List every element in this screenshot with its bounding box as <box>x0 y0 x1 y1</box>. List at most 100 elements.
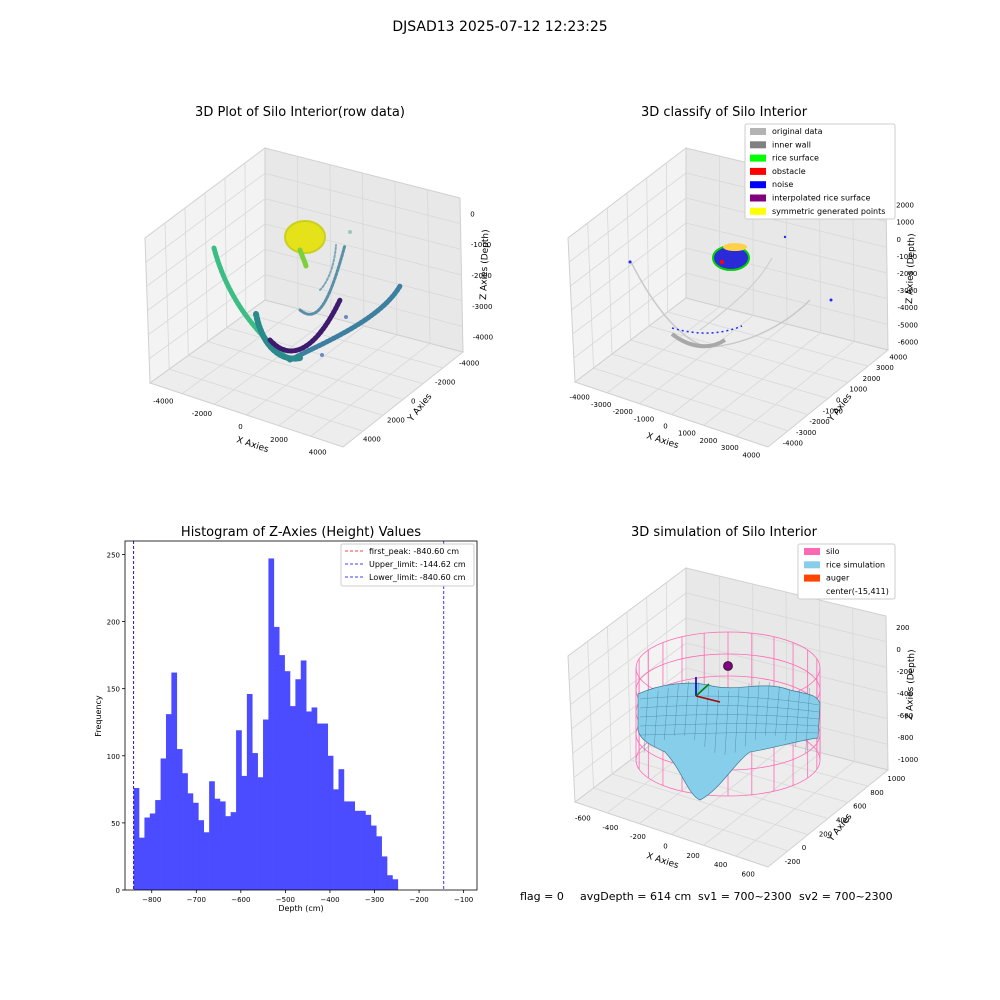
z-tick-label: 0 <box>470 210 474 218</box>
y-tick-label: 3000 <box>876 364 894 372</box>
panel-1-surface-tail <box>297 247 309 269</box>
histogram-bar <box>198 820 205 890</box>
y-tick-label: 2000 <box>863 375 881 383</box>
panel-1-zlabel: Z Axies (Depth) <box>479 229 491 300</box>
grid-line <box>665 162 668 313</box>
histogram-bar <box>139 837 145 890</box>
y-tick-label: 0 <box>411 398 415 406</box>
mesh-line <box>724 690 730 756</box>
panel-1-series-deep <box>267 297 343 354</box>
x-tick-label: −300 <box>365 896 384 904</box>
histogram-bar <box>209 781 215 890</box>
panel-1-series-arc <box>298 243 347 316</box>
y-tick-label: 600 <box>853 803 866 811</box>
grid-line <box>735 761 855 857</box>
x-tick-label: 0 <box>663 843 667 851</box>
histogram-bar <box>192 802 199 890</box>
histogram-bar <box>171 672 178 890</box>
grid-line <box>244 162 247 314</box>
legend-swatch <box>804 561 820 569</box>
z-tick-label: -3000 <box>897 287 917 295</box>
y-tick-label: 200 <box>107 619 120 627</box>
histogram-bar <box>392 879 399 890</box>
histogram-bar <box>149 813 156 890</box>
mesh-line <box>795 690 800 748</box>
y-tick-label: -1000 <box>823 407 843 415</box>
histogram-bar <box>311 707 318 890</box>
histogram-bar <box>327 755 334 890</box>
panel-2-points <box>628 235 833 349</box>
x-tick-label: −500 <box>276 896 295 904</box>
panel-simulation: 3D simulation of Silo Interior -600 -400 -… <box>567 525 918 878</box>
z-tick-label: -6000 <box>898 338 918 346</box>
histogram-bar <box>236 730 242 890</box>
histogram-bar <box>360 810 366 890</box>
legend-label: noise <box>772 180 793 189</box>
center-axis-y <box>695 683 710 697</box>
histogram-bar <box>370 825 377 890</box>
legend-swatch <box>750 141 766 149</box>
histogram-bar <box>349 801 355 890</box>
y-tick-label: 0 <box>802 844 806 852</box>
panel-1-xlabel: X Axies <box>235 435 270 455</box>
panel-4-ticks: -600-400-200020040060010008006004002000-… <box>575 624 918 878</box>
panel-2-legend-box <box>744 123 896 220</box>
mesh-line <box>639 695 820 706</box>
y-tick-label: -200 <box>785 858 801 866</box>
legend-swatch <box>750 167 766 175</box>
histogram-bar <box>203 832 210 890</box>
histogram-bar <box>241 775 248 890</box>
panel-2-legend: original data inner wall rice surface obsta… <box>744 123 896 220</box>
panel-1-ticks: -4000 -2000 0 2000 4000 -4000 -2000 0 2000 4000 0 -… <box>153 210 493 456</box>
x-tick-label: 0 <box>663 423 667 431</box>
mesh-line <box>785 690 790 741</box>
status-flag: flag = 0 <box>520 890 564 903</box>
z-tick-label: 2000 <box>896 202 914 210</box>
x-tick-label: -2000 <box>612 408 632 416</box>
y-tick-label: -4000 <box>459 360 479 368</box>
histogram-bar <box>246 694 253 890</box>
histogram-bar <box>214 798 221 890</box>
x-tick-label: -3000 <box>591 401 611 409</box>
mesh-line <box>805 687 810 753</box>
z-tick-label: -5000 <box>898 321 918 329</box>
panel-1-surface-cluster <box>284 220 326 254</box>
z-tick-label: -400 <box>897 690 913 698</box>
z-tick-label: -800 <box>898 734 914 742</box>
legend-swatch <box>750 181 766 189</box>
panel-3-xlabel: Depth (cm) <box>278 904 323 913</box>
histogram-bar <box>381 856 388 890</box>
panel-2-noise-arc <box>671 325 743 334</box>
legend-label: rice surface <box>772 154 819 163</box>
x-tick-label: 200 <box>686 852 699 860</box>
legend-label: first_peak: -840.60 cm <box>369 547 459 556</box>
y-tick-label: -2000 <box>809 418 829 426</box>
x-tick-label: 400 <box>714 861 727 869</box>
panel-4-center-axes <box>695 677 721 703</box>
figure-suptitle: DJSAD13 2025-07-12 12:23:25 <box>392 19 607 35</box>
legend-swatch <box>750 207 766 215</box>
histogram-bar <box>268 558 275 890</box>
y-tick-label: 2000 <box>387 417 405 425</box>
legend-label: Upper_limit: -144.62 cm <box>369 560 466 569</box>
y-tick-label: 150 <box>107 686 120 694</box>
histogram-bar <box>279 655 285 890</box>
panel-3-title: Histogram of Z-Axies (Height) Values <box>181 525 421 540</box>
panel-2-symmetric-cluster <box>723 243 747 251</box>
histogram-bar <box>306 711 312 890</box>
mesh-line <box>744 683 750 747</box>
panel-2-noise-b <box>829 298 833 302</box>
z-tick-label: -200 <box>897 668 913 676</box>
y-tick-label: 1000 <box>849 386 867 394</box>
legend-label: auger <box>826 574 850 583</box>
x-tick-label: −100 <box>454 896 473 904</box>
z-tick-label: -2000 <box>472 272 492 280</box>
panel-4-title: 3D simulation of Silo Interior <box>631 525 818 540</box>
histogram-bar <box>155 800 161 890</box>
z-tick-label: -2000 <box>897 270 917 278</box>
grid-line <box>735 341 855 437</box>
y-tick-label: -4000 <box>783 440 803 448</box>
mesh-line <box>639 723 820 727</box>
panel-3-legend: first_peak: -840.60 cm Upper_limit: -144.… <box>340 543 475 587</box>
